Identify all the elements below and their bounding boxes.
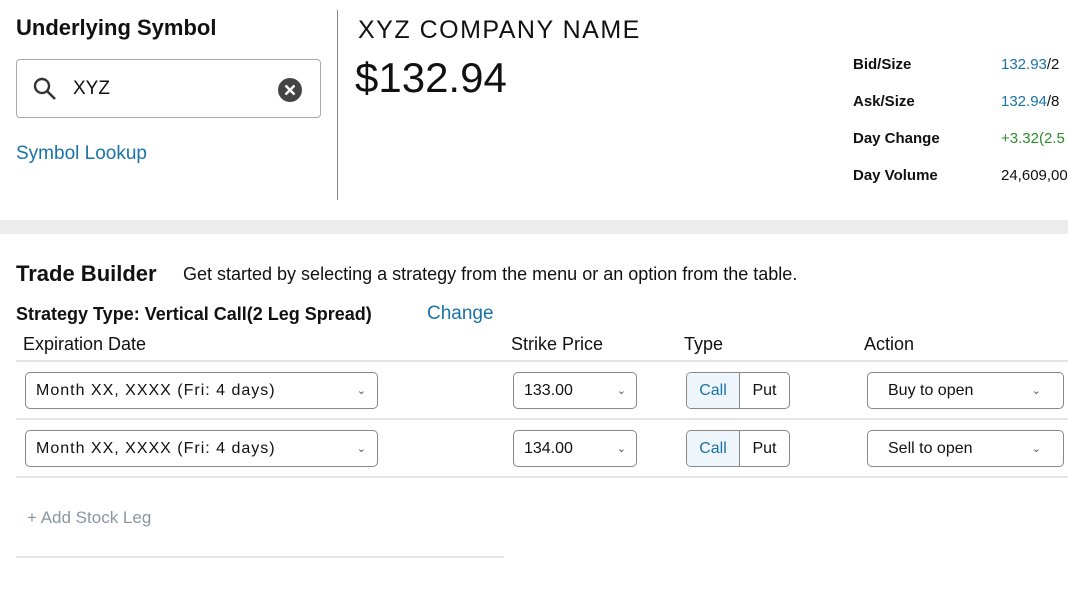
expiration-value: Month XX, XXXX (Fri: 4 days) (36, 381, 276, 399)
expiration-select[interactable]: Month XX, XXXX (Fri: 4 days) ⌄ (25, 372, 378, 409)
chevron-down-icon: ⌄ (356, 385, 367, 397)
expiration-select[interactable]: Month XX, XXXX (Fri: 4 days) ⌄ (25, 430, 378, 467)
strike-select[interactable]: 134.00 ⌄ (513, 430, 637, 467)
day-volume-value: 24,609,00 (1001, 167, 1068, 184)
action-select[interactable]: Buy to open ⌄ (867, 372, 1064, 409)
chevron-down-icon: ⌄ (616, 385, 626, 397)
bid-size-value: 132.93/2 (1001, 56, 1059, 73)
symbol-value: XYZ (73, 78, 110, 99)
underlying-symbol-heading: Underlying Symbol (16, 15, 217, 40)
ask-size-label: Ask/Size (853, 93, 915, 110)
strike-select[interactable]: 133.00 ⌄ (513, 372, 637, 409)
strike-value: 134.00 (524, 439, 573, 457)
put-button[interactable]: Put (752, 439, 777, 457)
day-change-label: Day Change (853, 130, 940, 147)
add-stock-leg-button[interactable]: + Add Stock Leg (27, 508, 152, 527)
symbol-search-input[interactable]: XYZ (16, 59, 321, 118)
search-icon (33, 77, 56, 100)
divider (16, 556, 504, 558)
action-value: Sell to open (888, 439, 973, 457)
ask-price: 132.94 (1001, 93, 1047, 110)
call-button[interactable]: Call (687, 431, 740, 466)
trade-builder-hint: Get started by selecting a strategy from… (183, 264, 798, 284)
section-separator (0, 220, 1068, 234)
change-strategy-link[interactable]: Change (427, 303, 494, 324)
call-button[interactable]: Call (687, 373, 740, 408)
action-value: Buy to open (888, 381, 974, 399)
column-strike: Strike Price (511, 334, 604, 354)
chevron-down-icon: ⌄ (356, 443, 367, 455)
day-change-value: +3.32(2.5 (1001, 130, 1065, 147)
trade-builder-title: Trade Builder (16, 261, 157, 286)
column-expiration: Expiration Date (23, 334, 147, 354)
divider (337, 10, 338, 200)
chevron-down-icon: ⌄ (1031, 385, 1041, 397)
divider (16, 476, 1068, 478)
action-select[interactable]: Sell to open ⌄ (867, 430, 1064, 467)
ask-size: /8 (1046, 93, 1060, 110)
column-type: Type (684, 334, 724, 354)
company-name: XYZ COMPANY NAME (358, 16, 641, 44)
bid-size-label: Bid/Size (853, 56, 912, 73)
ask-size-value: 132.94/8 (1001, 93, 1059, 110)
column-action: Action (864, 334, 915, 354)
type-toggle: Call Put (686, 372, 790, 409)
divider (16, 418, 1068, 420)
strike-value: 133.00 (524, 381, 573, 399)
clear-icon[interactable] (278, 78, 302, 102)
expiration-value: Month XX, XXXX (Fri: 4 days) (36, 439, 276, 457)
bid-price: 132.93 (1001, 56, 1047, 73)
divider (16, 360, 1068, 362)
symbol-lookup-link[interactable]: Symbol Lookup (16, 143, 147, 164)
day-volume-label: Day Volume (853, 167, 938, 184)
last-price: $132.94 (355, 54, 507, 101)
chevron-down-icon: ⌄ (616, 443, 626, 455)
put-button[interactable]: Put (752, 381, 777, 399)
chevron-down-icon: ⌄ (1031, 443, 1041, 455)
bid-size: /2 (1046, 56, 1060, 73)
strategy-type: Strategy Type: Vertical Call(2 Leg Sprea… (16, 304, 372, 324)
type-toggle: Call Put (686, 430, 790, 467)
